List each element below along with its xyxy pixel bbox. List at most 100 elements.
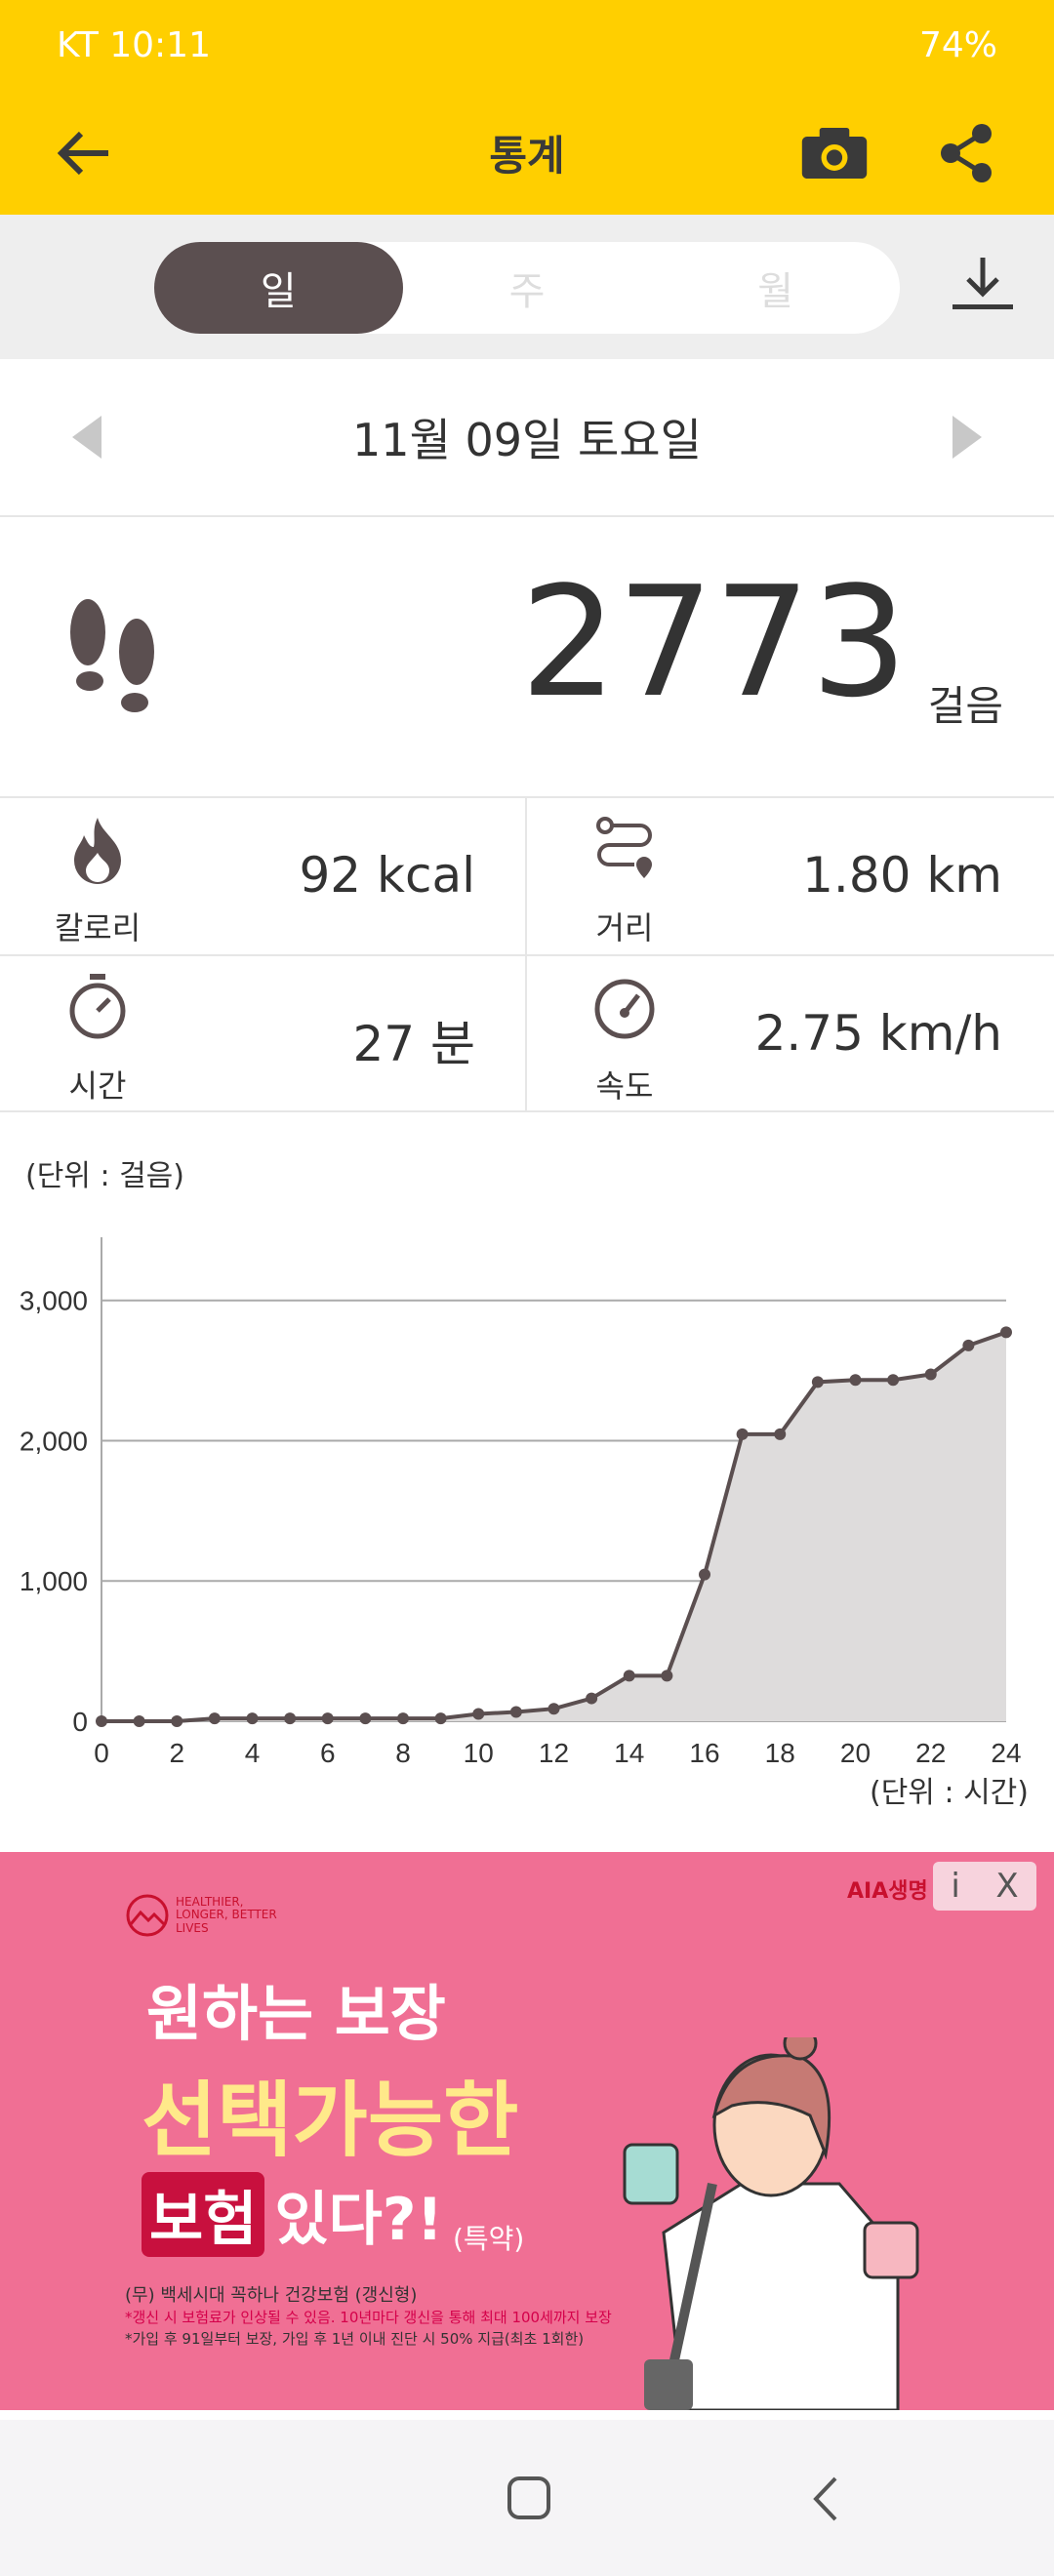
step-count: 2773 (519, 553, 908, 731)
ad-note: *가입 후 91일부터 보장, 가입 후 1년 이내 진단 시 50% 지급(최… (125, 2330, 585, 2348)
download-icon[interactable] (951, 254, 1015, 316)
stat-calories: 칼로리 92 kcal (0, 798, 526, 954)
stat-label: 칼로리 (54, 909, 142, 946)
x-tick-label: 24 (991, 1738, 1021, 1768)
camera-icon[interactable] (800, 119, 869, 187)
data-point (472, 1708, 485, 1720)
date-navigator: 11월 09일 토요일 (0, 359, 1054, 517)
period-selector-area: 일 주 월 (0, 215, 1054, 359)
hourly-steps-chart: (단위 : 걸음) 0 1,000 2,000 3,000 0 2 4 6 8 10 12 14 16 1… (0, 1112, 1054, 1849)
data-point (133, 1715, 145, 1727)
data-point (623, 1670, 635, 1682)
stat-time: 시간 27 분 (0, 956, 526, 1112)
stats-grid: 칼로리 92 kcal 거리 1.80 km 시간 27 분 속도 2.75 k… (0, 798, 1054, 1112)
status-bar: KT 10:11 74% (0, 0, 1054, 90)
data-point (774, 1428, 787, 1440)
data-point (1000, 1326, 1012, 1339)
data-point (509, 1706, 522, 1718)
ad-note: *갱신 시 보험료가 인상될 수 있음. 10년마다 갱신을 통해 최대 100… (125, 2309, 612, 2326)
ad-headline-2: 선택가능한 (142, 2073, 519, 2168)
x-tick-label: 0 (94, 1738, 109, 1768)
page-title: 통계 (489, 131, 565, 180)
y-tick-label: 3,000 (20, 1286, 88, 1316)
data-point (962, 1339, 975, 1351)
status-time: KT 10:11 (57, 24, 211, 65)
y-axis-unit: (단위 : 걸음) (25, 1159, 184, 1193)
stat-distance: 거리 1.80 km (527, 798, 1053, 954)
data-point (171, 1715, 183, 1727)
data-point (811, 1376, 824, 1389)
stat-label: 시간 (68, 1067, 127, 1105)
previous-day-button[interactable] (72, 416, 101, 459)
tab-week[interactable]: 주 (508, 269, 546, 314)
x-tick-label: 18 (765, 1738, 795, 1768)
ad-product: (무) 백세시대 꼭하나 건강보험 (갱신형) (125, 2285, 418, 2306)
ad-headline-1: 원하는 보장 (146, 1978, 446, 2049)
ad-info-button[interactable]: i (951, 1867, 960, 1906)
data-point (736, 1428, 749, 1440)
system-nav-bar (0, 2420, 1054, 2576)
tab-month[interactable]: 월 (757, 269, 794, 314)
x-tick-label: 12 (539, 1738, 569, 1768)
x-tick-label: 22 (915, 1738, 946, 1768)
data-point (321, 1712, 334, 1725)
ad-controls: i X (933, 1862, 1036, 1911)
stat-speed: 속도 2.75 km/h (527, 956, 1053, 1112)
arrow-left-icon[interactable] (51, 119, 119, 187)
data-point (887, 1374, 900, 1387)
data-point (586, 1692, 598, 1705)
flame-icon (66, 814, 129, 884)
x-tick-label: 6 (320, 1738, 336, 1768)
data-point (359, 1712, 372, 1725)
data-point (397, 1712, 409, 1725)
stat-label: 속도 (595, 1067, 654, 1105)
home-button[interactable] (507, 2476, 550, 2519)
data-point (434, 1712, 447, 1725)
data-point (208, 1712, 221, 1725)
step-unit: 걸음 (927, 682, 1003, 730)
aia-logo: HEALTHIER, LONGER, BETTER LIVES (125, 1893, 283, 1938)
share-icon[interactable] (932, 119, 1000, 187)
data-point (246, 1712, 259, 1725)
stat-value: 1.80 km (802, 847, 1002, 904)
back-nav-icon[interactable] (810, 2475, 839, 2523)
y-tick-label: 1,000 (20, 1566, 88, 1596)
stat-label: 거리 (595, 909, 654, 946)
battery-level: 74% (918, 24, 997, 65)
ad-close-button[interactable]: X (995, 1867, 1019, 1906)
x-axis-unit: (단위 : 시간) (870, 1776, 1029, 1810)
data-point (661, 1670, 673, 1682)
data-point (284, 1712, 297, 1725)
x-tick-label: 20 (840, 1738, 871, 1768)
stat-value: 2.75 km/h (754, 1005, 1002, 1062)
x-tick-label: 10 (464, 1738, 494, 1768)
x-tick-label: 4 (245, 1738, 261, 1768)
footprints-icon (64, 595, 162, 726)
ad-illustration (623, 2037, 919, 2410)
y-tick-label: 0 (72, 1707, 88, 1737)
ad-banner[interactable]: i X HEALTHIER, LONGER, BETTER LIVES AIA생… (0, 1852, 1054, 2410)
ad-headline-3: 보험 있다?! (특약) (142, 2172, 524, 2257)
speedometer-icon (593, 972, 656, 1042)
toolbar: 통계 (0, 90, 1054, 215)
stat-value: 27 분 (352, 1016, 475, 1072)
y-tick-label: 2,000 (20, 1426, 88, 1456)
x-tick-label: 16 (689, 1738, 719, 1768)
data-point (849, 1374, 862, 1387)
stopwatch-icon (66, 972, 129, 1042)
next-day-button[interactable] (953, 416, 982, 459)
x-tick-label: 2 (169, 1738, 184, 1768)
route-icon (593, 814, 656, 884)
x-tick-label: 14 (614, 1738, 644, 1768)
data-point (924, 1368, 937, 1381)
period-tabs: 일 주 월 (154, 242, 900, 334)
stat-value: 92 kcal (299, 847, 476, 904)
x-tick-label: 8 (395, 1738, 411, 1768)
data-point (699, 1568, 710, 1581)
date-label: 11월 09일 토요일 (352, 414, 702, 466)
ad-brand: AIA생명 (847, 1879, 928, 1904)
data-point (96, 1715, 107, 1727)
data-point (547, 1703, 560, 1715)
tab-day[interactable]: 일 (154, 242, 403, 334)
